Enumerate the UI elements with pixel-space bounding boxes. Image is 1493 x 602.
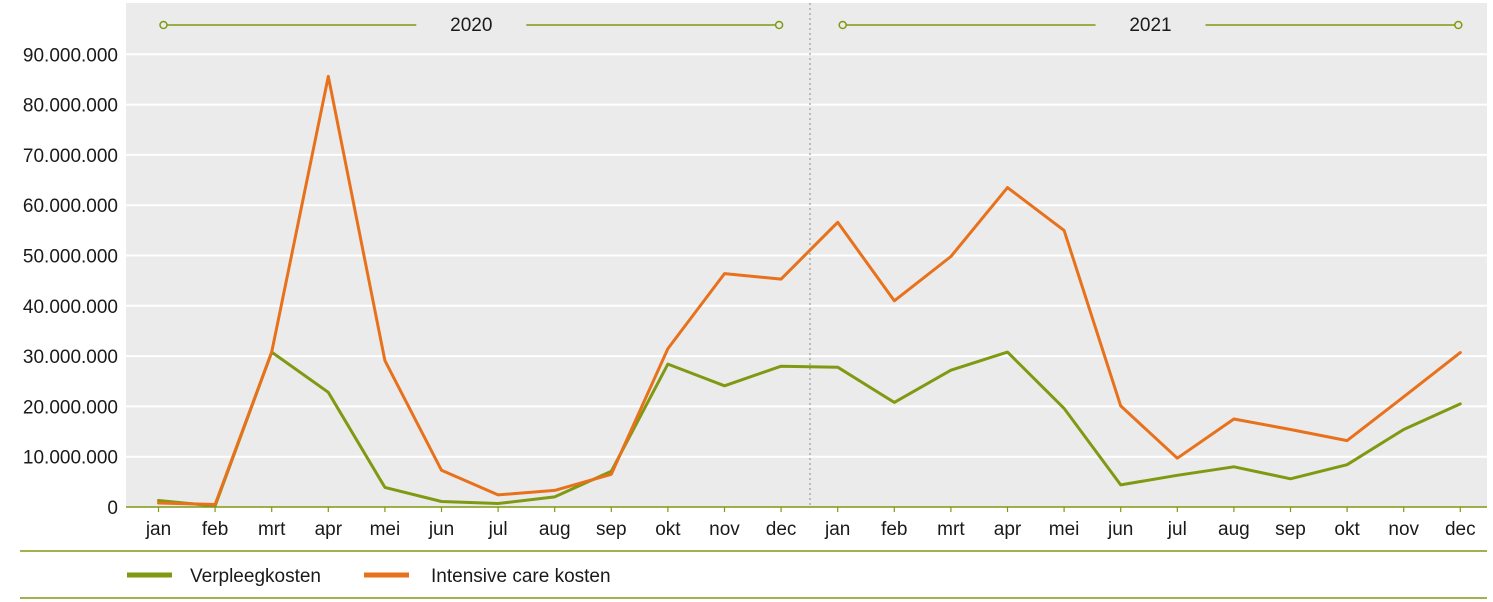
gridlines: [126, 53, 1487, 458]
x-tick-label: jul: [488, 519, 508, 540]
x-tick-label: dec: [766, 519, 797, 540]
x-tick-label: mei: [1049, 519, 1080, 540]
y-tick-label: 60.000.000: [23, 196, 118, 217]
x-tick-label: okt: [1334, 519, 1360, 540]
y-tick-label: 70.000.000: [23, 146, 118, 167]
year-bracket-endpoint: [159, 20, 168, 30]
x-tick-label: jan: [824, 519, 850, 540]
series-line-intensive-care-kosten: [157, 74, 1462, 506]
y-tick-label: 20.000.000: [23, 397, 118, 418]
x-tick-label: jun: [428, 519, 454, 540]
x-tick-label: jun: [1107, 519, 1133, 540]
year-label: 2020: [450, 15, 492, 36]
x-tick-label: feb: [881, 519, 907, 540]
year-bracket-endpoint: [1454, 20, 1463, 30]
x-tick-label: sep: [596, 519, 627, 540]
x-tick-label: jan: [145, 519, 171, 540]
y-tick-label: 80.000.000: [23, 96, 118, 117]
x-tick-label: aug: [1218, 519, 1250, 540]
y-tick-label: 50.000.000: [23, 247, 118, 268]
year-bracket-endpoint: [774, 20, 784, 30]
legend-label: Verpleegkosten: [190, 566, 321, 587]
x-tick-label: okt: [655, 519, 681, 540]
x-tick-label: feb: [202, 519, 228, 540]
x-axis-ticks: jan feb mrt apr mei jun jul aug sep okt nov dec jan f…: [145, 507, 1476, 540]
year-label: 2021: [1129, 15, 1171, 36]
x-tick-label: apr: [315, 519, 343, 540]
x-tick-label: apr: [994, 519, 1022, 540]
x-tick-label: aug: [539, 519, 571, 540]
y-tick-label: 0: [107, 498, 118, 519]
x-tick-label: mrt: [258, 519, 286, 540]
y-tick-label: 40.000.000: [23, 297, 118, 318]
legend: Verpleegkosten Intensive care kosten: [127, 566, 611, 587]
x-tick-label: nov: [709, 519, 740, 540]
x-tick-label: dec: [1445, 519, 1476, 540]
x-tick-label: mei: [370, 519, 401, 540]
x-tick-label: jul: [1167, 519, 1187, 540]
x-tick-label: nov: [1388, 519, 1419, 540]
y-tick-label: 90.000.000: [23, 45, 118, 66]
series-lines: [157, 74, 1462, 508]
y-tick-label: 30.000.000: [23, 347, 118, 368]
series-line-verpleegkosten: [157, 350, 1462, 508]
x-tick-label: sep: [1275, 519, 1306, 540]
year-bracket-endpoint: [838, 20, 847, 30]
x-tick-label: mrt: [937, 519, 965, 540]
year-brackets: 2020 2021: [159, 15, 1463, 36]
y-tick-label: 10.000.000: [23, 448, 118, 469]
legend-label: Intensive care kosten: [431, 566, 611, 587]
y-axis-ticks: 0 10.000.000 20.000.000 30.000.000 40.000.00…: [23, 45, 118, 519]
